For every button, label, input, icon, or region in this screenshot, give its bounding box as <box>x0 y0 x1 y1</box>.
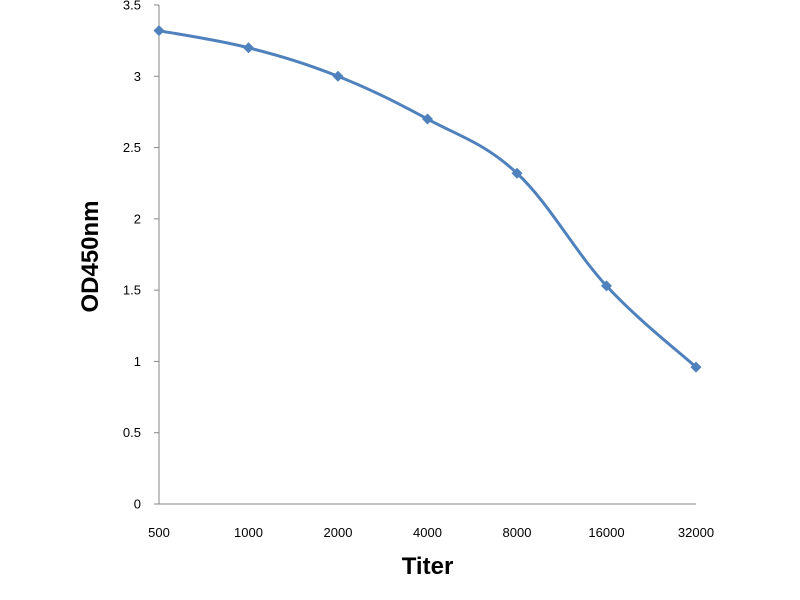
y-tick-label: 3.5 <box>123 0 141 13</box>
y-tick-label: 2.5 <box>123 140 141 155</box>
data-point-marker <box>332 70 344 82</box>
x-tick-label: 500 <box>148 525 170 540</box>
x-tick-label: 4000 <box>413 525 442 540</box>
data-point-marker <box>690 361 702 373</box>
y-axis-title: OD450nm <box>77 200 104 312</box>
series-line <box>158 29 698 369</box>
x-tick-label: 1000 <box>234 525 263 540</box>
data-point-marker <box>601 280 612 292</box>
y-tick-label: 1 <box>134 354 141 369</box>
x-tick-label: 32000 <box>678 525 714 540</box>
axes <box>158 5 696 505</box>
y-tick-label: 0.5 <box>123 425 141 440</box>
data-point-marker <box>243 42 254 54</box>
x-tick-label: 2000 <box>324 525 353 540</box>
y-tick-label: 1.5 <box>123 283 141 298</box>
x-axis-ticks: 500 1000 2000 4000 8000 16000 32000 <box>148 525 714 540</box>
x-tick-label: 16000 <box>588 525 624 540</box>
data-point-marker <box>153 25 165 37</box>
y-tick-label: 3 <box>134 69 141 84</box>
x-tick-label: 8000 <box>503 525 532 540</box>
x-axis-title: Titer <box>402 553 454 580</box>
y-tick-label: 0 <box>134 497 141 512</box>
series-group <box>153 25 702 373</box>
y-tick-label: 2 <box>134 211 141 226</box>
y-axis-ticks: 0 0.5 1 1.5 2 2.5 3 3.5 <box>123 0 159 512</box>
data-point-marker <box>511 167 523 179</box>
data-point-marker <box>422 113 433 125</box>
